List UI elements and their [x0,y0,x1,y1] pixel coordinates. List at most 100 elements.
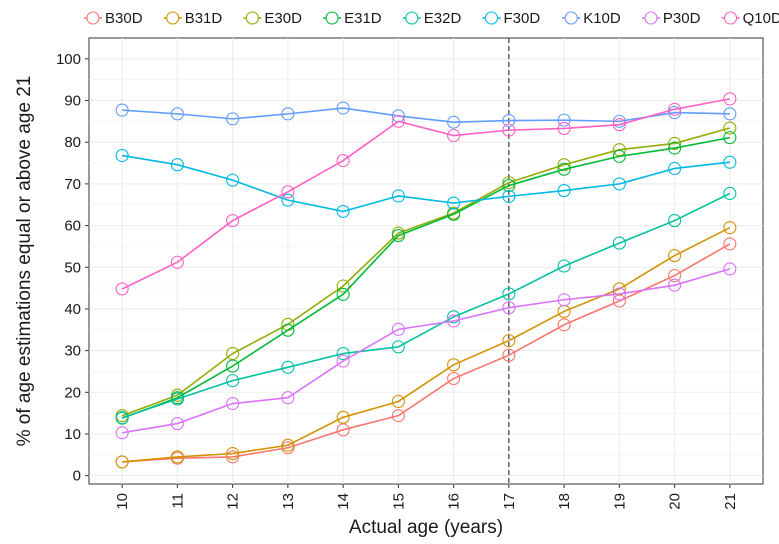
legend-label: Q10D [743,10,779,27]
data-point [557,158,571,172]
data-point [612,236,626,250]
legend-label: K10D [583,10,621,27]
data-point [668,249,682,263]
legend-item-e30d: E30D [243,10,302,27]
data-point [115,411,129,425]
x-tick-label: 15 [390,493,407,510]
series-line [122,107,730,123]
data-point [447,310,461,324]
legend-item-b31d: B31D [163,10,222,27]
data-point [391,394,405,409]
data-point [557,259,571,273]
y-tick-label: 80 [64,134,81,151]
legend-item-f30d: F30D [482,10,541,27]
x-tick-label: 14 [335,493,352,510]
x-tick-label: 13 [280,493,297,510]
x-axis-title: Actual age (years) [349,517,503,538]
data-point [447,128,461,143]
data-point [668,102,682,116]
y-tick-label: 20 [64,384,81,401]
series-line [121,136,731,419]
data-point [723,155,737,169]
data-point [336,354,350,368]
legend-item-e32d: E32D [402,10,462,27]
data-point [668,214,682,228]
data-point [502,287,516,301]
data-point [502,123,516,137]
series-line [121,127,731,417]
data-point [281,438,295,452]
data-point [502,348,516,362]
data-point [668,136,682,151]
data-point [502,176,516,190]
data-point [723,262,737,276]
legend-item-k10d: K10D [562,10,621,27]
data-point [557,162,571,176]
plot-panel [88,37,764,485]
data-point [115,282,129,296]
legend-key-marker [724,11,738,25]
series-q10d [115,92,737,296]
data-point [336,346,350,361]
data-point [668,141,682,155]
legend-item-e31d: E31D [323,10,382,27]
data-point [115,148,129,163]
y-tick-label: 90 [64,93,81,110]
x-tick-label: 20 [667,493,684,510]
data-point [391,189,405,203]
y-tick-label: 50 [64,259,81,276]
data-point [447,358,461,372]
data-point [391,322,405,336]
data-point [447,371,461,386]
data-point [281,193,295,207]
y-tick-label: 70 [64,176,81,193]
data-point [723,221,737,235]
data-point [115,103,129,117]
y-axis-title: % of age estimations equal or above age … [14,76,35,447]
data-point [557,318,571,332]
legend-item-q10d: Q10D [721,10,779,27]
legend-label: E32D [424,10,462,27]
data-point [723,121,737,135]
data-point [226,214,240,228]
data-point [226,447,240,461]
data-point [502,334,516,348]
y-tick-label: 40 [64,301,81,318]
data-point [391,229,405,243]
data-point [612,177,626,191]
data-point [170,158,184,172]
legend-label: F30D [504,10,541,27]
data-point [336,153,350,168]
data-point [612,118,626,132]
data-point [612,149,626,163]
x-tick-label: 10 [114,493,131,510]
legend-key-marker [564,11,578,25]
data-point [391,114,405,128]
data-point [226,450,240,464]
data-point [170,417,184,431]
legend-key-marker [644,11,658,25]
data-point [336,101,350,115]
data-point [281,323,295,337]
data-point [502,189,516,203]
x-tick-label: 17 [501,493,518,510]
series-f30d [115,148,737,218]
data-point [170,255,184,269]
legend-label: B30D [105,10,143,27]
legend-key-marker [166,11,180,25]
data-point [723,107,737,121]
data-point [447,314,461,328]
data-point [557,293,571,307]
data-point [170,450,184,464]
y-tick-label: 60 [64,218,81,235]
series-p30d [115,262,737,440]
x-tick-label: 21 [722,493,739,510]
legend-label: P30D [663,10,701,27]
x-tick-label: 16 [446,493,463,510]
data-point [447,207,461,221]
data-point [612,282,626,296]
data-point [668,269,682,283]
data-point [557,113,571,127]
legend-item-b30d: B30D [84,10,143,27]
